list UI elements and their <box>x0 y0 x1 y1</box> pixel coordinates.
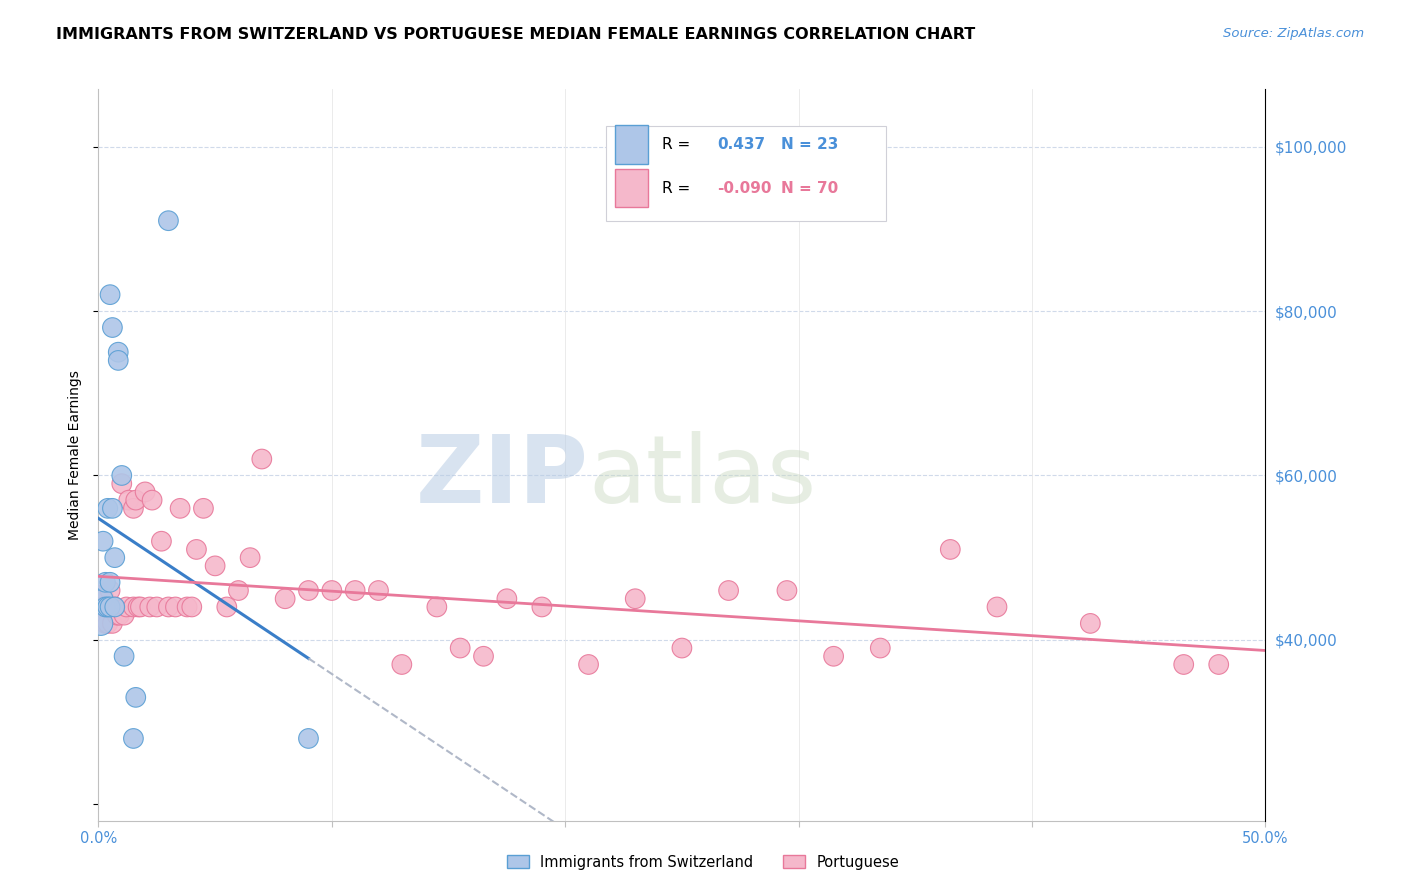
Point <box>104 599 127 614</box>
Text: 0.437: 0.437 <box>717 137 765 152</box>
Text: atlas: atlas <box>589 431 817 523</box>
Point <box>180 599 202 614</box>
Point <box>193 501 215 516</box>
Point <box>98 575 121 590</box>
Point <box>97 599 120 614</box>
Bar <box>616 126 648 163</box>
Point <box>624 591 647 606</box>
Point <box>129 599 152 614</box>
Point <box>122 599 145 614</box>
Point <box>239 550 262 565</box>
Point <box>1173 657 1195 672</box>
Point <box>321 583 343 598</box>
Text: -0.090: -0.090 <box>717 181 772 195</box>
Point <box>98 287 121 301</box>
Point <box>107 345 129 359</box>
Text: Source: ZipAtlas.com: Source: ZipAtlas.com <box>1223 27 1364 40</box>
Point <box>496 591 519 606</box>
Point <box>91 599 114 614</box>
Point <box>297 583 319 598</box>
Point <box>367 583 389 598</box>
Point <box>472 649 495 664</box>
Point <box>297 731 319 746</box>
Point <box>215 599 238 614</box>
Point <box>104 550 127 565</box>
Point <box>717 583 740 598</box>
Point <box>97 501 120 516</box>
Point <box>108 608 131 623</box>
Text: R =: R = <box>662 137 690 152</box>
Point <box>274 591 297 606</box>
Point <box>105 608 128 623</box>
Point <box>426 599 449 614</box>
Point <box>186 542 208 557</box>
Point <box>101 616 124 631</box>
Point <box>90 591 112 606</box>
Legend: Immigrants from Switzerland, Portuguese: Immigrants from Switzerland, Portuguese <box>501 849 905 876</box>
Point <box>776 583 799 598</box>
Point <box>101 501 124 516</box>
Point <box>146 599 169 614</box>
Point <box>118 493 141 508</box>
Point <box>101 320 124 334</box>
Point <box>111 468 134 483</box>
Point <box>449 641 471 656</box>
Point <box>176 599 198 614</box>
Point <box>204 558 226 573</box>
Text: N = 23: N = 23 <box>782 137 838 152</box>
Point <box>112 608 135 623</box>
Point <box>1208 657 1230 672</box>
Point <box>122 501 145 516</box>
Point <box>157 599 180 614</box>
Point <box>90 616 112 631</box>
Point <box>125 493 148 508</box>
Point <box>141 493 163 508</box>
Point <box>115 599 138 614</box>
Point <box>98 599 121 614</box>
Point <box>97 599 120 614</box>
Point <box>157 213 180 227</box>
Y-axis label: Median Female Earnings: Median Female Earnings <box>67 370 82 540</box>
Point <box>91 534 114 549</box>
Point <box>671 641 693 656</box>
Point <box>125 690 148 705</box>
Point <box>127 599 149 614</box>
Point <box>94 599 117 614</box>
Bar <box>616 169 648 207</box>
Point <box>578 657 600 672</box>
Point <box>228 583 250 598</box>
Point <box>823 649 845 664</box>
Point <box>112 649 135 664</box>
Point <box>139 599 162 614</box>
Text: R =: R = <box>662 181 690 195</box>
Point <box>169 501 191 516</box>
Point <box>97 616 120 631</box>
Point <box>98 583 121 598</box>
Point <box>869 641 891 656</box>
Point <box>122 731 145 746</box>
Point <box>344 583 367 598</box>
Point <box>165 599 187 614</box>
Point <box>530 599 553 614</box>
Point <box>104 599 127 614</box>
Text: IMMIGRANTS FROM SWITZERLAND VS PORTUGUESE MEDIAN FEMALE EARNINGS CORRELATION CHA: IMMIGRANTS FROM SWITZERLAND VS PORTUGUES… <box>56 27 976 42</box>
Point <box>94 575 117 590</box>
Point <box>939 542 962 557</box>
Text: ZIP: ZIP <box>416 431 589 523</box>
Point <box>91 591 114 606</box>
Point <box>250 452 273 467</box>
Point <box>150 534 173 549</box>
Point <box>107 353 129 368</box>
Point <box>1080 616 1102 631</box>
Point <box>391 657 413 672</box>
Text: N = 70: N = 70 <box>782 181 838 195</box>
Point <box>94 599 117 614</box>
Point <box>111 476 134 491</box>
FancyBboxPatch shape <box>606 126 886 221</box>
Point <box>94 616 117 631</box>
Point <box>134 484 156 499</box>
Point <box>986 599 1008 614</box>
